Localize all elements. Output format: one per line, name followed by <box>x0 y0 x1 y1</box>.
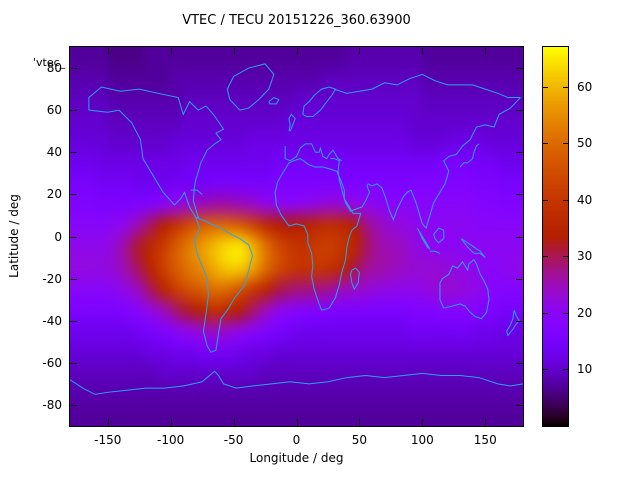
x-tick-mark <box>485 419 487 425</box>
y-tick-mark <box>71 236 77 238</box>
colorbar-tick-mark <box>563 199 568 201</box>
vtec-heatmap-canvas <box>70 47 523 426</box>
coastlines-overlay <box>70 47 523 426</box>
x-tick-mark <box>233 419 235 425</box>
coastline-borneo <box>434 228 444 243</box>
colorbar-tick-mark <box>563 369 568 371</box>
coastline-north-america <box>89 87 224 218</box>
coastline-scandinavia <box>303 87 336 116</box>
coastline-greenland <box>227 64 274 110</box>
coastline-antarctica <box>70 371 523 394</box>
x-tick-label: 150 <box>473 433 497 447</box>
y-axis-title: Latitude / deg <box>7 194 21 278</box>
x-tick-label: 100 <box>410 433 434 447</box>
y-tick-label: -40 <box>42 313 62 328</box>
y-tick-mark <box>516 194 522 196</box>
coastline-africa <box>275 159 361 311</box>
x-tick-mark <box>485 48 487 54</box>
colorbar-tick-mark <box>543 312 548 314</box>
y-tick-mark <box>71 110 77 112</box>
coastline-australia <box>440 260 489 319</box>
colorbar-tick-label: 40 <box>577 192 593 207</box>
y-tick-label: 0 <box>54 229 62 244</box>
x-tick-mark <box>422 48 424 54</box>
y-tick-mark <box>71 68 77 70</box>
coastline-asia-south <box>330 98 520 229</box>
x-tick-mark <box>359 419 361 425</box>
coastline-japan <box>460 144 479 167</box>
colorbar-tick-mark <box>563 256 568 258</box>
x-tick-mark <box>296 419 298 425</box>
x-tick-label: 50 <box>351 433 368 447</box>
coastline-new-zealand <box>507 310 520 335</box>
coastline-iceland <box>269 98 279 104</box>
colorbar-tick-label: 50 <box>577 136 593 151</box>
y-tick-mark <box>71 278 77 280</box>
colorbar-tick-label: 30 <box>577 249 593 264</box>
colorbar-tick-mark <box>543 86 548 88</box>
y-tick-label: -80 <box>42 397 62 412</box>
coastline-java <box>430 251 440 253</box>
coastline-sumatra <box>417 228 430 249</box>
y-tick-mark <box>71 194 77 196</box>
colorbar-tick-mark <box>563 143 568 145</box>
y-tick-mark <box>516 152 522 154</box>
x-tick-mark <box>170 419 172 425</box>
y-tick-mark <box>516 110 522 112</box>
colorbar-tick-mark <box>563 312 568 314</box>
coastline-new-guinea <box>461 239 485 258</box>
x-tick-mark <box>107 48 109 54</box>
colorbar-gradient-canvas <box>543 47 568 426</box>
chart-title: VTEC / TECU 20151226_360.63900 <box>182 13 411 28</box>
x-tick-label: -150 <box>94 433 122 447</box>
colorbar-tick-mark <box>543 256 548 258</box>
coastline-south-america <box>195 218 253 353</box>
colorbar-tick-mark <box>563 86 568 88</box>
x-tick-mark <box>359 48 361 54</box>
y-tick-label: 80 <box>46 61 62 76</box>
colorbar-tick-label: 10 <box>577 362 593 377</box>
x-axis-title: Longitude / deg <box>249 451 344 465</box>
y-tick-label: -60 <box>42 355 62 370</box>
colorbar-tick-label: 20 <box>577 305 593 320</box>
y-tick-label: 20 <box>46 187 62 202</box>
y-tick-mark <box>516 362 522 364</box>
y-tick-label: 40 <box>46 145 62 160</box>
colorbar-tick-label: 60 <box>577 79 593 94</box>
y-tick-label: 60 <box>46 103 62 118</box>
x-tick-label: -100 <box>157 433 185 447</box>
y-tick-mark <box>71 362 77 364</box>
y-tick-mark <box>516 404 522 406</box>
y-tick-mark <box>516 278 522 280</box>
x-tick-label: -50 <box>223 433 244 447</box>
y-tick-mark <box>516 68 522 70</box>
colorbar-tick-mark <box>543 369 548 371</box>
coastline-britain <box>289 114 295 131</box>
x-tick-mark <box>296 48 298 54</box>
plot-area <box>69 46 524 427</box>
colorbar-tick-mark <box>543 199 548 201</box>
y-tick-label: -20 <box>42 271 62 286</box>
x-tick-mark <box>422 419 424 425</box>
x-tick-mark <box>107 419 109 425</box>
y-tick-mark <box>71 320 77 322</box>
colorbar-tick-mark <box>543 143 548 145</box>
y-tick-mark <box>71 404 77 406</box>
coastline-europe <box>285 144 342 161</box>
y-tick-mark <box>516 236 522 238</box>
x-tick-label: 0 <box>292 433 301 447</box>
coastline-cuba <box>191 190 202 194</box>
y-tick-mark <box>516 320 522 322</box>
colorbar <box>542 46 569 427</box>
y-tick-mark <box>71 152 77 154</box>
x-tick-mark <box>170 48 172 54</box>
series-key-label: 'vtec_ <box>33 56 66 69</box>
coastline-madagascar <box>351 268 360 289</box>
x-tick-mark <box>233 48 235 54</box>
coastline-siberia-arctic <box>334 74 520 97</box>
